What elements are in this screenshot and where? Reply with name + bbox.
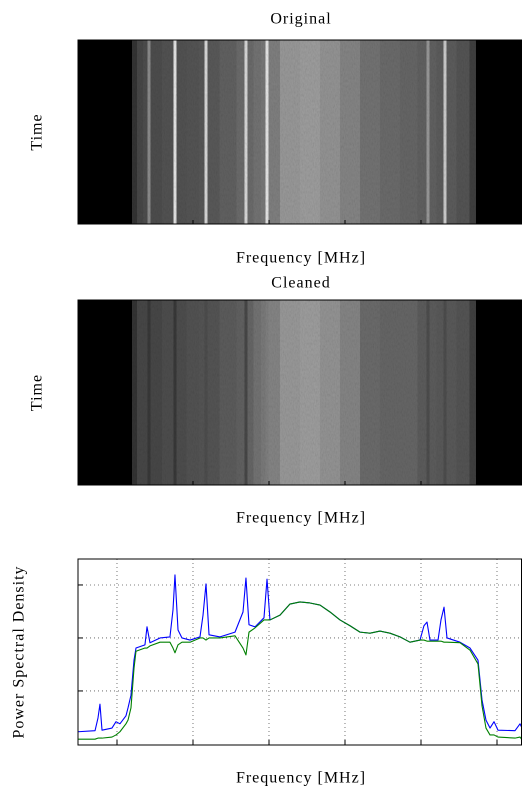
- series-line: [77, 574, 522, 733]
- panel: Original Frequency [MHz] Time: [29, 11, 522, 267]
- x-axis-label: Frequency [MHz]: [236, 250, 366, 267]
- y-axis-label: Time: [29, 374, 46, 411]
- y-axis-label: Time: [29, 113, 46, 150]
- panel: Cleaned Frequency [MHz] Time: [29, 275, 522, 527]
- x-axis-label: Frequency [MHz]: [236, 770, 366, 787]
- series-line: [78, 601, 522, 741]
- y-axis-label: Power Spectral Density: [11, 565, 28, 738]
- texture: [78, 300, 522, 485]
- texture: [78, 40, 522, 224]
- plot-area: [78, 559, 522, 745]
- panel: Frequency [MHz] Power Spectral Density: [11, 558, 522, 787]
- x-axis-label: Frequency [MHz]: [236, 510, 366, 527]
- chart-title: Original: [270, 11, 331, 28]
- chart-title: Cleaned: [271, 275, 330, 292]
